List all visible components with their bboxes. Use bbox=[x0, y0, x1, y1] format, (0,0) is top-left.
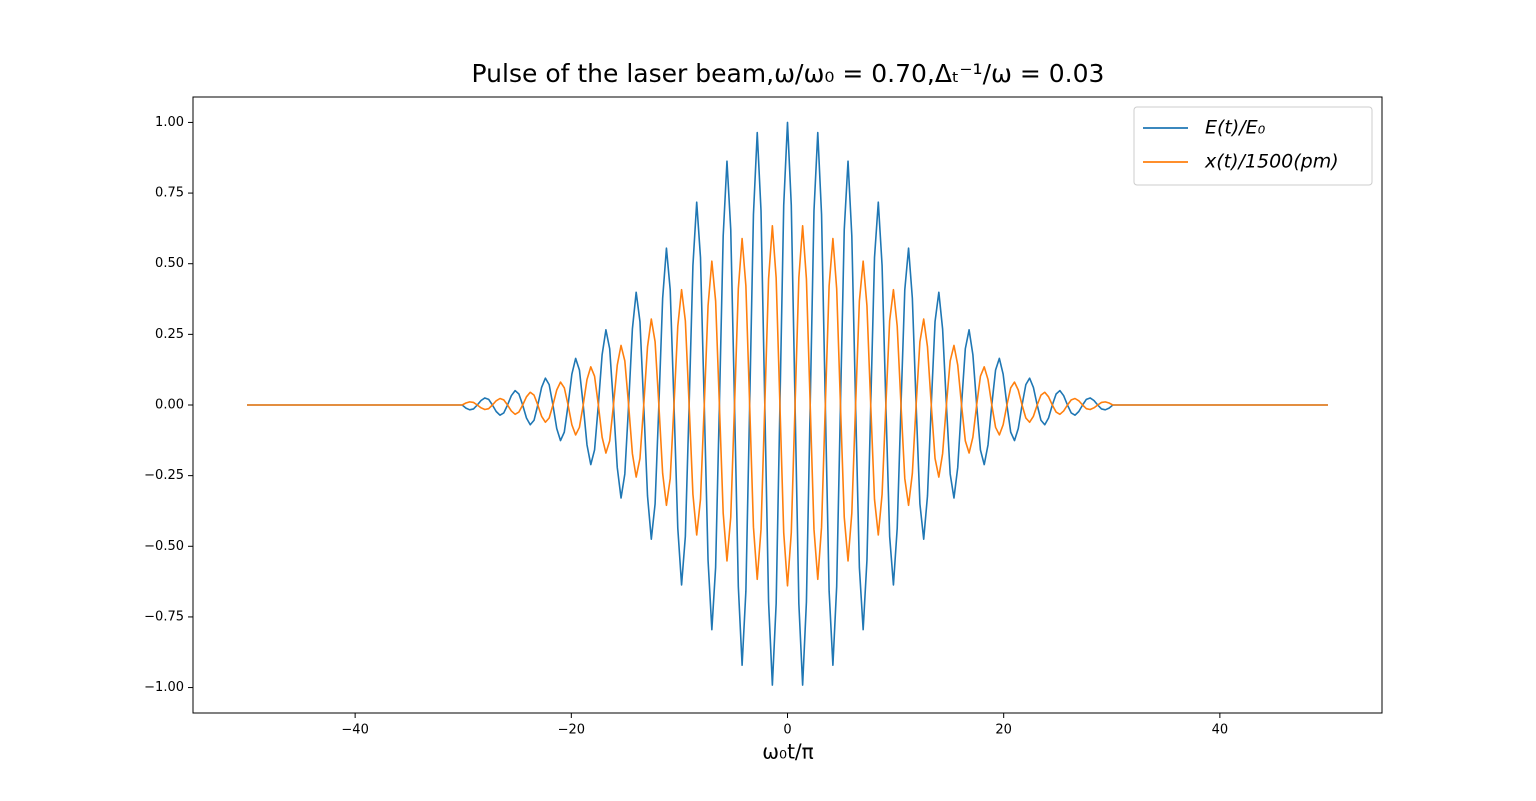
y-tick-label: −1.00 bbox=[144, 680, 184, 695]
y-tick-label: 0.25 bbox=[155, 327, 184, 342]
x-axis-label: ω₀t/π bbox=[762, 740, 813, 764]
y-tick-label: 0.50 bbox=[155, 256, 184, 271]
y-tick-label: 0.75 bbox=[155, 186, 184, 201]
x-tick-label: −40 bbox=[341, 723, 368, 738]
legend-label: x(t)/1500(pm) bbox=[1204, 151, 1339, 173]
x-tick-label: −20 bbox=[558, 723, 585, 738]
data-line bbox=[247, 225, 1328, 587]
y-tick-label: −0.50 bbox=[144, 539, 184, 554]
chart-title: Pulse of the laser beam,ω/ω₀ = 0.70,Δₜ⁻¹… bbox=[472, 59, 1105, 88]
y-tick-label: −0.25 bbox=[144, 468, 184, 483]
y-tick-label: 0.00 bbox=[155, 398, 184, 413]
x-tick-label: 20 bbox=[995, 723, 1012, 738]
x-tick-label: 40 bbox=[1212, 723, 1229, 738]
y-tick-label: −0.75 bbox=[144, 609, 184, 624]
legend-box bbox=[1133, 106, 1373, 186]
legend-label: E(t)/E₀ bbox=[1205, 117, 1266, 139]
y-tick-label: 1.00 bbox=[155, 115, 184, 130]
x-tick-label: 0 bbox=[783, 723, 791, 738]
axes-frame bbox=[192, 96, 1383, 714]
